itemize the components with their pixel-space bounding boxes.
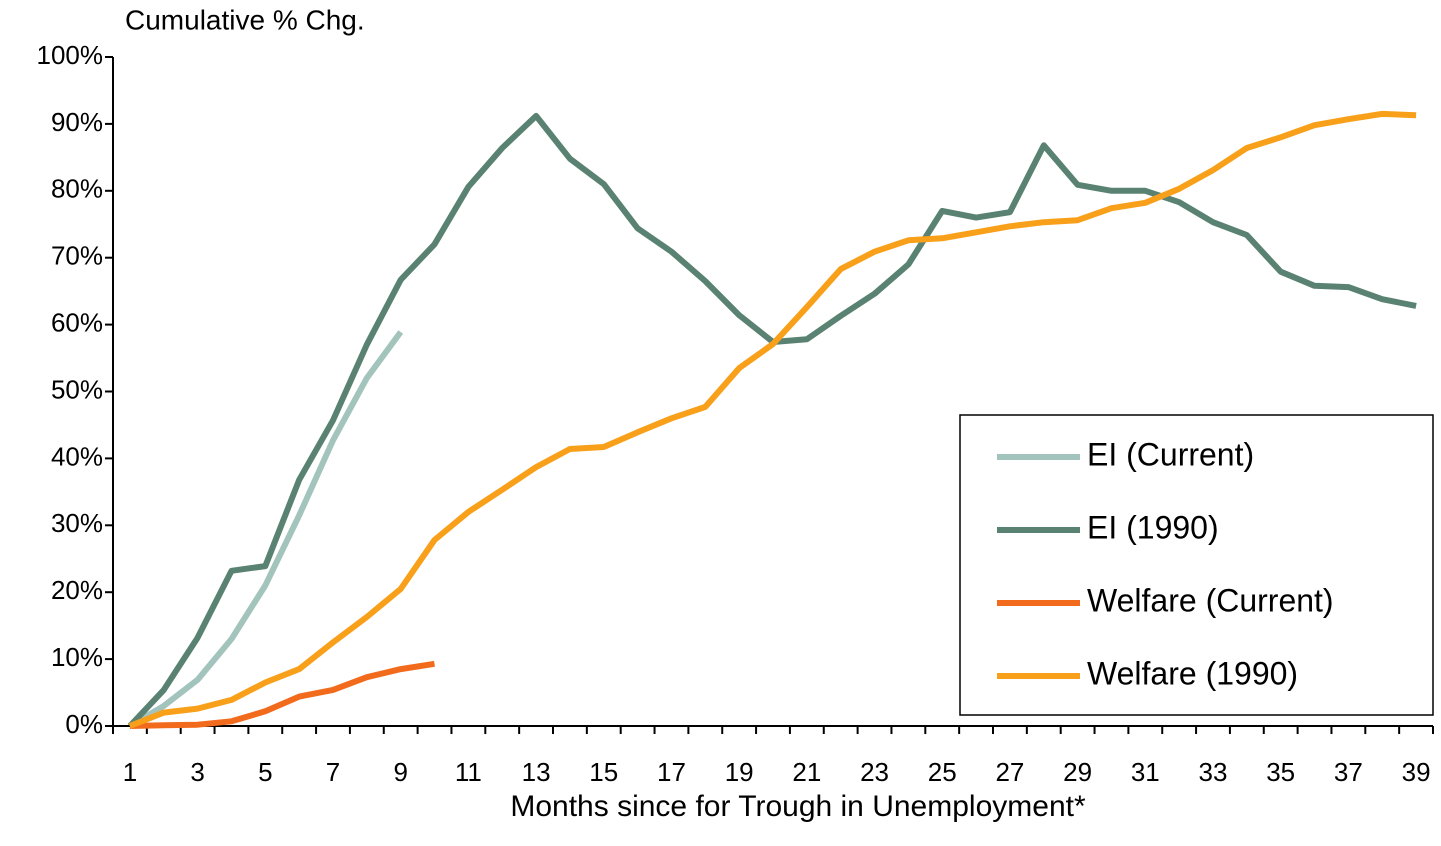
y-tick-label: 50% <box>51 374 103 404</box>
x-tick-label: 31 <box>1131 757 1160 787</box>
legend-box <box>959 414 1434 716</box>
legend-label: Welfare (1990) <box>1087 655 1298 691</box>
y-tick-label: 70% <box>51 241 103 271</box>
x-tick-label: 1 <box>123 757 137 787</box>
legend-label: EI (Current) <box>1087 436 1254 472</box>
y-tick-label: 30% <box>51 508 103 538</box>
y-tick-label: 100% <box>37 40 104 70</box>
legend-label: Welfare (Current) <box>1087 582 1334 618</box>
y-tick-label: 80% <box>51 174 103 204</box>
x-tick-label: 35 <box>1266 757 1295 787</box>
x-tick-label: 7 <box>326 757 340 787</box>
x-tick-label: 25 <box>928 757 957 787</box>
x-tick-label: 11 <box>455 757 482 787</box>
x-tick-label: 29 <box>1063 757 1092 787</box>
x-tick-label: 3 <box>190 757 204 787</box>
x-tick-label: 23 <box>860 757 889 787</box>
x-tick-label: 9 <box>393 757 407 787</box>
x-tick-label: 5 <box>258 757 272 787</box>
y-tick-label: 10% <box>51 642 103 672</box>
x-tick-label: 15 <box>589 757 618 787</box>
series-line <box>128 110 1417 729</box>
x-tick-label: 39 <box>1402 757 1431 787</box>
y-tick-label: 60% <box>51 307 103 337</box>
x-tick-label: 21 <box>792 757 821 787</box>
x-axis-title: Months since for Trough in Unemployment* <box>510 790 1086 823</box>
y-axis-title: Cumulative % Chg. <box>125 4 365 35</box>
x-tick-label: 33 <box>1199 757 1228 787</box>
series-line <box>128 330 404 729</box>
series-line <box>129 660 435 729</box>
x-tick-label: 37 <box>1334 757 1363 787</box>
x-tick-label: 13 <box>522 757 551 787</box>
x-tick-label: 17 <box>657 757 686 787</box>
y-tick-label: 20% <box>51 575 103 605</box>
y-tick-label: 0% <box>65 709 103 739</box>
x-tick-label: 19 <box>725 757 754 787</box>
legend-label: EI (1990) <box>1087 509 1219 545</box>
y-tick-label: 90% <box>51 107 103 137</box>
y-tick-label: 40% <box>51 441 103 471</box>
x-tick-label: 27 <box>995 757 1024 787</box>
